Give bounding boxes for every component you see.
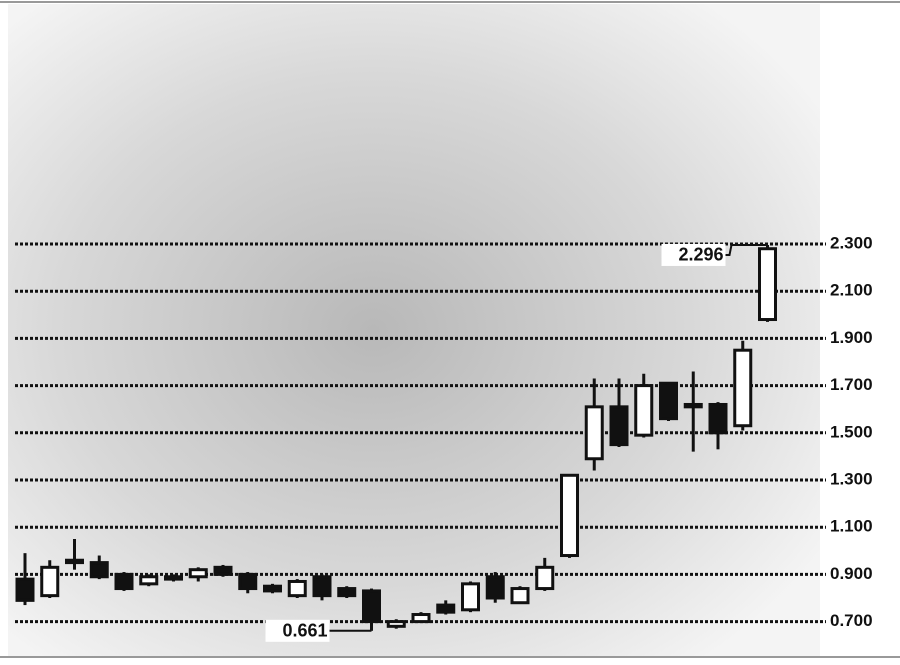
candle-body	[411, 613, 431, 624]
candle-body	[337, 587, 357, 598]
candle-body	[584, 405, 604, 461]
y-tick-label: 0.700	[830, 611, 873, 630]
candle-body	[15, 577, 35, 602]
candle-body	[535, 565, 555, 591]
annotation-label: 0.661	[282, 621, 327, 641]
candle-body	[758, 247, 777, 322]
candle-body	[213, 565, 233, 576]
y-tick-label: 0.900	[830, 564, 873, 583]
candle-body	[560, 473, 579, 558]
candle-body	[683, 402, 703, 409]
annotation-box	[661, 243, 726, 266]
candle-body	[634, 384, 654, 437]
candle-body	[238, 572, 258, 591]
candle-body	[139, 575, 159, 586]
y-tick-label: 1.300	[830, 469, 873, 488]
annotation-leader	[725, 243, 768, 256]
candle-body	[312, 575, 332, 598]
candle-body	[436, 603, 456, 614]
annotation-box	[265, 619, 330, 642]
candle-body	[114, 572, 134, 591]
background-image	[8, 4, 820, 656]
candle-body	[659, 381, 678, 421]
candle-body	[40, 565, 60, 598]
annotation-label: 2.296	[678, 245, 723, 265]
candle-body	[733, 348, 753, 428]
candle-body	[188, 568, 208, 579]
candle-body	[708, 402, 728, 435]
candle-body	[386, 620, 406, 628]
y-tick-label: 1.700	[830, 375, 873, 394]
y-tick-label: 1.500	[830, 422, 873, 441]
candle-body	[89, 561, 109, 579]
y-tick-label: 1.900	[830, 328, 873, 347]
candle-body	[263, 584, 282, 593]
candle-body	[164, 575, 183, 581]
candle-body	[461, 582, 480, 612]
y-tick-label: 2.300	[830, 233, 873, 252]
y-tick-label: 2.100	[830, 281, 873, 300]
y-tick-label: 1.100	[830, 517, 873, 536]
candle-body	[609, 405, 629, 447]
candle-body	[485, 575, 505, 600]
candle-body	[362, 589, 381, 624]
candle-body	[287, 579, 307, 598]
candle-body	[65, 558, 84, 565]
candle-body	[510, 587, 530, 605]
